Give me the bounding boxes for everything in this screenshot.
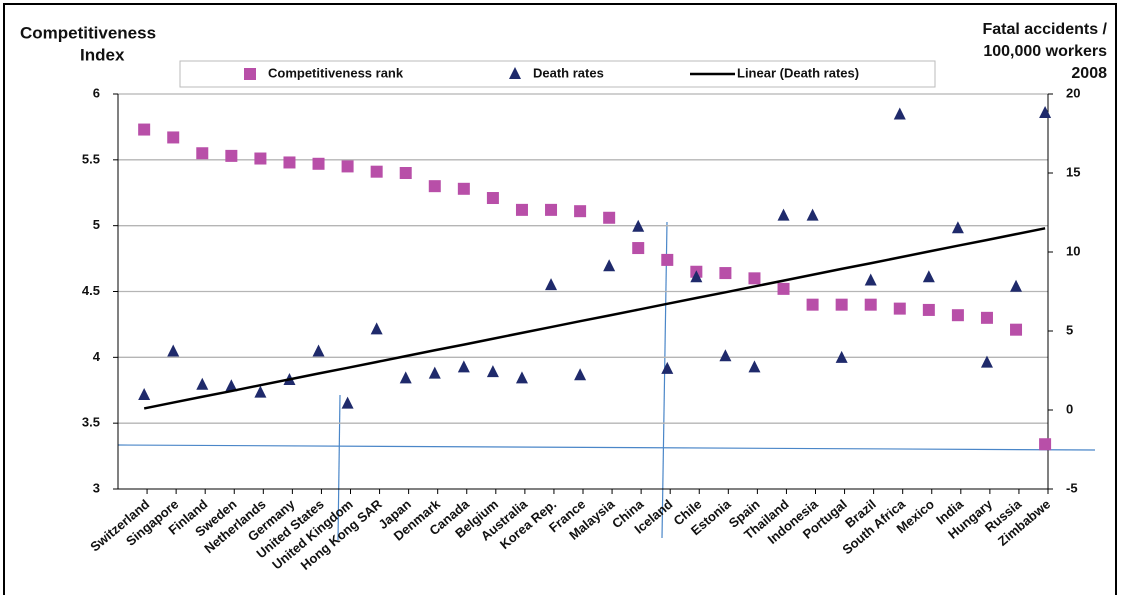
y2-tick-label: 0: [1066, 401, 1073, 416]
square-marker: [980, 311, 993, 324]
square-marker: [167, 131, 180, 144]
y-tick-label: 3: [93, 480, 100, 495]
triangle-marker: [428, 366, 441, 379]
square-marker: [893, 302, 906, 315]
y2-tick-label: 20: [1066, 85, 1080, 100]
triangle-marker: [457, 360, 470, 373]
square-marker: [1010, 323, 1023, 336]
triangle-marker: [661, 361, 674, 374]
annotation-line: [337, 394, 341, 541]
square-marker: [1039, 438, 1052, 451]
triangle-marker: [864, 273, 877, 286]
triangle-marker: [167, 344, 180, 357]
legend-label: Linear (Death rates): [737, 65, 859, 80]
y2-axis-title: 2008: [1071, 65, 1107, 82]
triangle-marker: [806, 208, 819, 221]
square-marker: [283, 156, 296, 169]
legend-box: [179, 60, 936, 88]
square-marker: [341, 160, 354, 173]
square-marker: [225, 149, 238, 162]
trend-line: [143, 227, 1046, 410]
square-marker: [515, 203, 528, 216]
y-tick-label: 4: [93, 349, 101, 364]
square-marker: [545, 203, 558, 216]
square-marker: [138, 123, 151, 136]
triangle-marker: [341, 396, 354, 409]
triangle-marker: [922, 270, 935, 283]
triangle-marker: [980, 355, 993, 368]
triangle-marker: [515, 371, 528, 384]
y-tick-label: 3.5: [82, 415, 100, 430]
square-marker: [428, 180, 441, 193]
square-marker: [196, 147, 209, 160]
triangle-marker: [951, 221, 964, 234]
triangle-marker: [1039, 105, 1052, 118]
square-marker: [864, 298, 877, 311]
square-marker: [835, 298, 848, 311]
y2-tick-label: 10: [1066, 243, 1080, 258]
triangle-marker: [748, 360, 761, 373]
legend-label: Competitiveness rank: [268, 65, 404, 80]
square-marker: [457, 182, 470, 195]
square-marker: [632, 242, 645, 255]
triangle-marker: [225, 379, 238, 392]
square-marker: [399, 167, 412, 179]
square-marker: [951, 309, 964, 322]
triangle-marker: [486, 365, 499, 378]
square-marker: [574, 205, 587, 218]
square-marker: [603, 211, 616, 224]
triangle-marker: [509, 67, 521, 79]
triangle-marker: [254, 385, 267, 398]
y2-tick-label: 5: [1066, 322, 1073, 337]
y-tick-label: 5: [93, 217, 100, 232]
y2-axis-title: 100,000 workers: [983, 43, 1107, 60]
triangle-marker: [138, 387, 151, 400]
square-marker: [254, 152, 267, 165]
y-tick-label: 6: [93, 85, 100, 100]
square-marker: [244, 68, 256, 80]
y-tick-label: 4.5: [82, 283, 100, 298]
triangle-marker: [835, 350, 848, 363]
triangle-marker: [632, 219, 645, 232]
square-marker: [486, 192, 499, 205]
triangle-marker: [312, 344, 325, 357]
square-marker: [748, 272, 761, 285]
triangle-marker: [1010, 279, 1023, 292]
y-tick-label: 5.5: [82, 151, 100, 166]
triangle-marker: [399, 371, 412, 384]
square-marker: [370, 165, 383, 178]
square-marker: [312, 157, 325, 170]
frame: [3, 3, 1117, 595]
annotation-line: [661, 221, 668, 539]
triangle-marker: [545, 278, 558, 291]
square-marker: [661, 253, 674, 266]
y2-tick-label: -5: [1066, 480, 1078, 495]
triangle-marker: [777, 208, 790, 221]
triangle-marker: [196, 377, 209, 390]
legend-label: Death rates: [533, 65, 604, 80]
y2-axis-title: Fatal accidents /: [983, 21, 1108, 38]
y-axis-title: Competitiveness: [20, 23, 156, 42]
triangle-marker: [370, 322, 383, 335]
square-marker: [922, 303, 935, 316]
triangle-marker: [893, 107, 906, 120]
square-marker: [777, 282, 790, 295]
annotation-line: [117, 444, 1096, 451]
triangle-marker: [574, 368, 587, 381]
triangle-marker: [603, 259, 616, 272]
triangle-marker: [719, 349, 732, 362]
square-marker: [806, 298, 819, 311]
triangle-marker: [690, 270, 703, 283]
y2-tick-label: 15: [1066, 164, 1080, 179]
y-axis-title: Index: [80, 45, 125, 64]
square-marker: [719, 267, 732, 280]
